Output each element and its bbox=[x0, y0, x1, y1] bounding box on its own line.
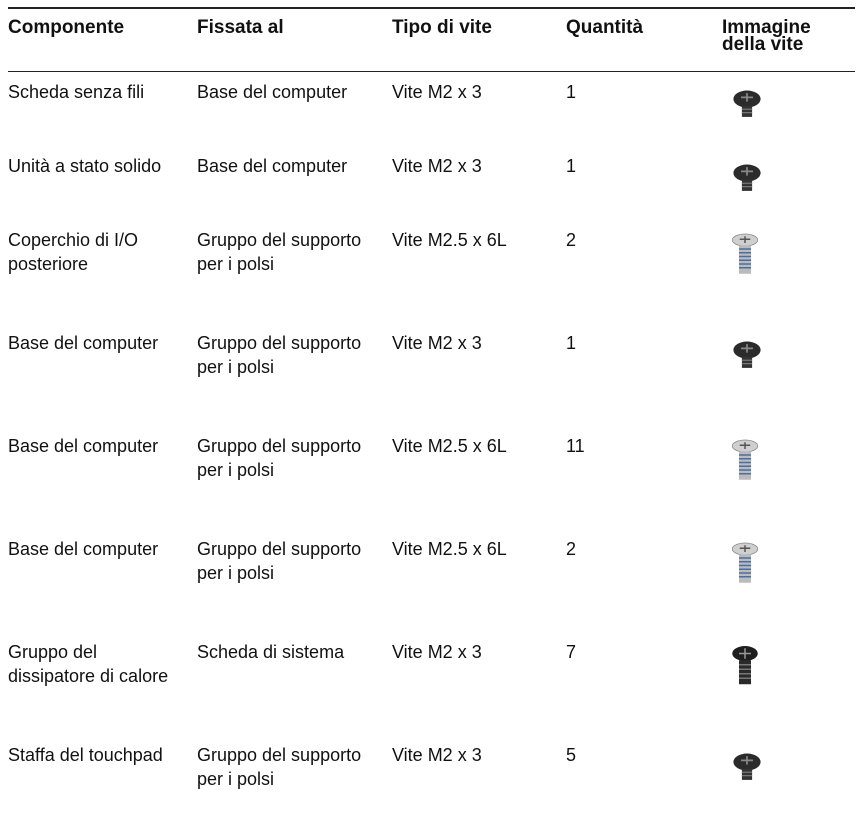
screw-image-cell bbox=[722, 146, 855, 220]
header-cell: Componente bbox=[8, 7, 197, 72]
table-cell: Base del computer bbox=[8, 436, 159, 456]
table-cell: Gruppo del supporto per i polsi bbox=[197, 230, 362, 274]
table-row: Base del computer Gruppo del supporto per… bbox=[8, 323, 855, 426]
table-cell: Vite M2.5 x 6L bbox=[392, 230, 507, 250]
table-cell: Base del computer bbox=[197, 156, 348, 176]
table-cell: Scheda di sistema bbox=[197, 642, 345, 662]
table-cell: Gruppo del supporto per i polsi bbox=[197, 745, 362, 789]
screw-icon bbox=[730, 438, 760, 484]
screw-icon bbox=[730, 339, 764, 373]
screw-icon bbox=[730, 88, 764, 122]
screw-image-cell bbox=[722, 220, 855, 323]
table-cell: Gruppo del supporto per i polsi bbox=[197, 539, 362, 583]
screw-image-cell bbox=[722, 72, 855, 147]
table-cell: 2 bbox=[566, 230, 577, 250]
screw-icon bbox=[730, 232, 760, 278]
table-cell: 7 bbox=[566, 642, 577, 662]
screw-table: Componente Fissata al Tipo di vite Quant… bbox=[8, 7, 855, 838]
screw-image-cell bbox=[722, 529, 855, 632]
table-row: Coperchio di I/O posteriore Gruppo del su… bbox=[8, 220, 855, 323]
table-cell: Scheda senza fili bbox=[8, 82, 145, 102]
table-row: Scheda senza fili Base del computer Vite M… bbox=[8, 72, 855, 147]
screw-image-cell bbox=[722, 323, 855, 426]
table-cell: Unità a stato solido bbox=[8, 156, 162, 176]
screw-image-cell bbox=[722, 426, 855, 529]
table-row: Staffa del touchpad Gruppo del supporto p… bbox=[8, 735, 855, 838]
header-cell: Immagine della vite bbox=[722, 7, 855, 72]
table-cell: Coperchio di I/O posteriore bbox=[8, 230, 139, 274]
table-cell: Vite M2.5 x 6L bbox=[392, 539, 507, 559]
table-cell: Gruppo del supporto per i polsi bbox=[197, 436, 362, 480]
table-cell: Vite M2 x 3 bbox=[392, 156, 482, 176]
screw-image-cell bbox=[722, 632, 855, 735]
table-row: Base del computer Gruppo del supporto per… bbox=[8, 529, 855, 632]
table-cell: 2 bbox=[566, 539, 577, 559]
table-cell: 1 bbox=[566, 82, 577, 102]
header-cell: Tipo di vite bbox=[392, 7, 566, 72]
screw-icon bbox=[730, 644, 760, 690]
table-row: Unità a stato solido Base del computer Vit… bbox=[8, 146, 855, 220]
header-row: Componente Fissata al Tipo di vite Quant… bbox=[8, 7, 855, 72]
table-row: Gruppo del dissipatore di calore Scheda d… bbox=[8, 632, 855, 735]
table-cell: Vite M2 x 3 bbox=[392, 745, 482, 765]
table-cell: Vite M2 x 3 bbox=[392, 333, 482, 353]
table-cell: Gruppo del supporto per i polsi bbox=[197, 333, 362, 377]
table-cell: 11 bbox=[566, 436, 585, 456]
table-cell: Base del computer bbox=[8, 333, 159, 353]
screw-icon bbox=[730, 162, 764, 196]
table-cell: Vite M2.5 x 6L bbox=[392, 436, 507, 456]
table-cell: Gruppo del dissipatore di calore bbox=[8, 642, 169, 686]
table-cell: Vite M2 x 3 bbox=[392, 82, 482, 102]
screw-image-cell bbox=[722, 735, 855, 838]
table-cell: 1 bbox=[566, 333, 577, 353]
table-cell: 5 bbox=[566, 745, 577, 765]
table-cell: Base del computer bbox=[8, 539, 159, 559]
screw-icon bbox=[730, 751, 764, 785]
screw-icon bbox=[730, 541, 760, 587]
table-cell: Vite M2 x 3 bbox=[392, 642, 482, 662]
table-cell: Staffa del touchpad bbox=[8, 745, 163, 765]
table-cell: 1 bbox=[566, 156, 577, 176]
table-row: Base del computer Gruppo del supporto per… bbox=[8, 426, 855, 529]
header-cell: Fissata al bbox=[197, 7, 392, 72]
header-cell: Quantità bbox=[566, 7, 722, 72]
table-cell: Base del computer bbox=[197, 82, 348, 102]
